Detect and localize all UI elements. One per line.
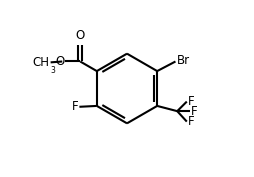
Text: Br: Br	[177, 54, 190, 67]
Text: O: O	[76, 29, 85, 42]
Text: F: F	[191, 105, 198, 118]
Text: O: O	[55, 55, 64, 68]
Text: F: F	[71, 100, 78, 113]
Text: F: F	[188, 95, 195, 108]
Text: 3: 3	[50, 65, 55, 75]
Text: F: F	[188, 115, 195, 129]
Text: CH: CH	[33, 56, 50, 69]
